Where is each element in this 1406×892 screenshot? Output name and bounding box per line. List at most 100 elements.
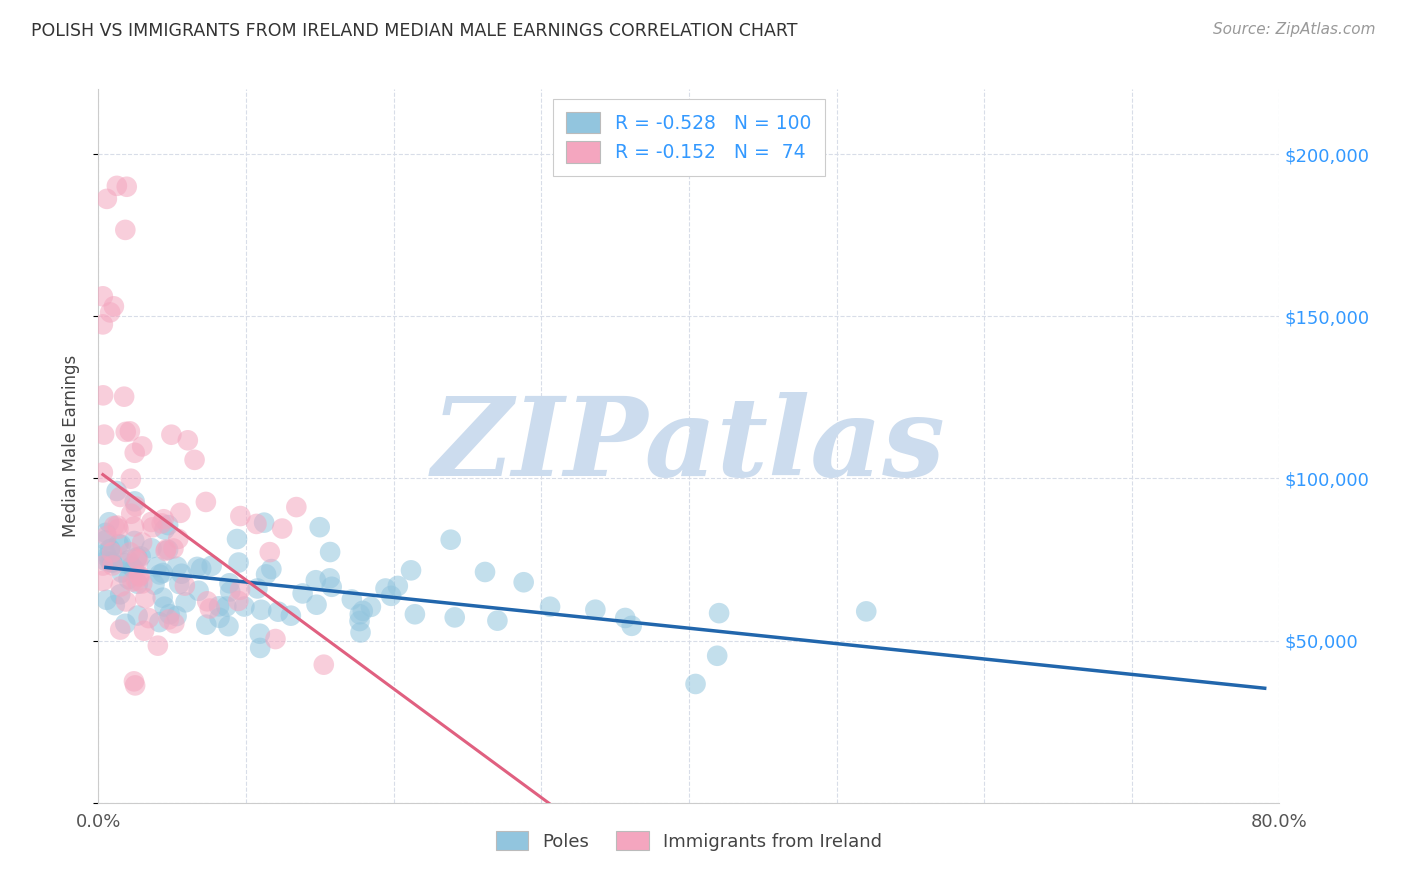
Point [94,554,117,568]
Point [105,483,128,498]
Point [226,532,249,546]
Point [360,599,382,614]
Point [98,541,121,556]
Point [166,609,188,624]
Point [138,611,160,625]
Point [319,545,342,559]
Point [131,439,153,453]
Point [120,545,142,559]
Point [141,541,163,556]
Point [110,566,132,580]
Point [118,425,141,439]
Point [121,574,143,589]
Point [253,516,276,530]
Point [122,674,145,689]
Point [94,525,117,540]
Point [91,289,114,303]
Point [91,574,114,588]
Point [114,616,136,631]
Point [96,549,118,564]
Point [474,565,496,579]
Point [125,551,148,566]
Point [153,523,176,537]
Point [142,520,165,534]
Point [110,623,132,637]
Point [170,566,193,581]
Point [201,558,224,573]
Point [117,572,139,586]
Point [340,592,363,607]
Point [706,648,728,663]
Point [155,542,177,557]
Point [125,550,148,565]
Point [319,571,342,585]
Point [194,495,217,509]
Point [127,577,149,591]
Point [308,520,330,534]
Point [91,388,114,402]
Point [352,604,374,618]
Point [155,544,177,558]
Point [374,582,396,596]
Point [177,434,200,448]
Point [167,532,190,546]
Point [538,599,561,614]
Point [105,178,128,193]
Point [583,603,606,617]
Point [122,562,145,576]
Point [120,507,142,521]
Point [101,555,124,569]
Point [98,555,121,569]
Point [198,601,221,615]
Point [96,192,118,206]
Point [215,599,238,614]
Point [131,576,153,591]
Point [152,512,174,526]
Point [101,545,124,559]
Point [267,605,290,619]
Y-axis label: Median Male Earnings: Median Male Earnings [62,355,80,537]
Point [101,558,124,573]
Point [110,538,132,552]
Point [141,515,163,529]
Point [103,519,125,533]
Point [855,604,877,618]
Text: POLISH VS IMMIGRANTS FROM IRELAND MEDIAN MALE EARNINGS CORRELATION CHART: POLISH VS IMMIGRANTS FROM IRELAND MEDIAN… [31,22,797,40]
Point [146,639,169,653]
Point [160,427,183,442]
Point [380,589,402,603]
Point [162,541,184,556]
Point [124,678,146,692]
Point [512,575,534,590]
Point [94,533,117,548]
Point [103,299,125,313]
Point [121,559,143,574]
Point [349,614,371,628]
Point [112,390,135,404]
Point [110,490,132,504]
Point [152,591,174,605]
Point [115,594,138,608]
Point [93,427,115,442]
Point [110,579,132,593]
Point [195,617,218,632]
Point [94,546,117,560]
Point [146,560,169,574]
Point [399,563,422,577]
Point [157,518,180,533]
Point [159,607,181,622]
Point [312,657,335,672]
Point [233,599,256,614]
Point [91,318,114,332]
Point [132,624,155,638]
Point [174,595,197,609]
Point [285,500,308,514]
Point [157,612,180,626]
Point [101,556,124,570]
Point [127,553,149,567]
Point [166,559,188,574]
Point [440,533,463,547]
Point [107,537,129,551]
Point [143,577,166,591]
Point [153,599,176,614]
